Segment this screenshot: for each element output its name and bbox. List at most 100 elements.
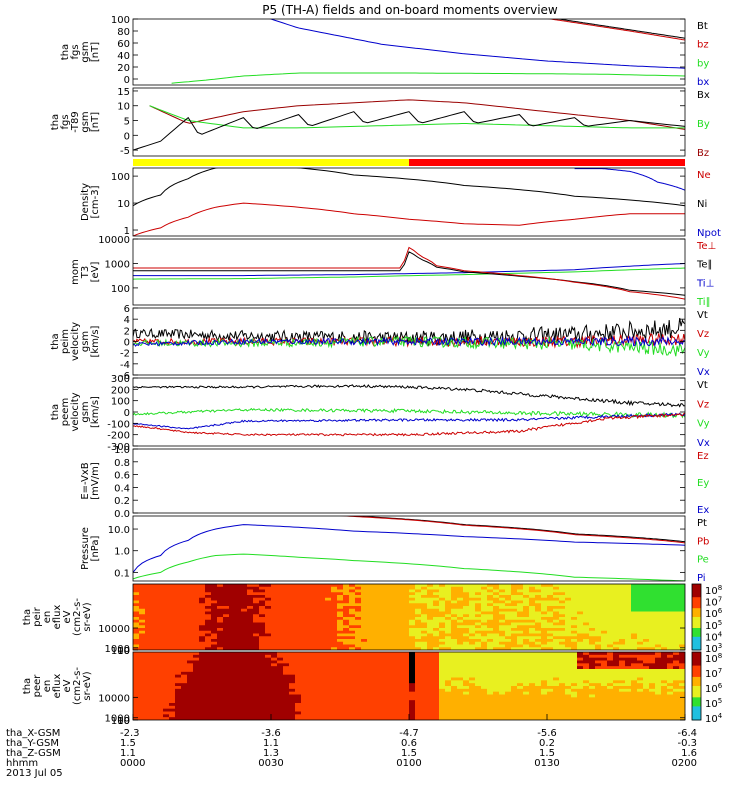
spectrogram-cell [235,625,242,629]
spectrogram-cell [169,700,176,704]
spectrogram-cell [349,592,356,596]
x-row-value: 1.6 [681,748,697,759]
spectrogram-cell [175,714,182,718]
spectrogram-cell [319,639,326,643]
y-tick-label: 80 [117,27,130,38]
spectrogram-cell [133,703,140,707]
spectrogram-cell [259,708,266,713]
spectrogram-cell [307,619,314,624]
spectrogram-cell [643,630,650,635]
spectrogram-cell [355,630,362,635]
legend-by: by [697,58,709,69]
spectrogram-cell [499,694,506,698]
spectrogram-cell [349,686,356,690]
spectrogram-cell [559,663,566,667]
spectrogram-cell [145,669,152,673]
spectrogram-cell [349,708,356,713]
spectrogram-cell [535,611,542,615]
spectrogram-cell [289,669,296,673]
spectrogram-cell [253,600,260,604]
spectrogram-cell [505,660,512,664]
spectrogram-cell [199,622,206,626]
spectrogram-cell [247,666,254,670]
spectrogram-cell [607,608,614,613]
spectrogram-cell [331,589,338,593]
spectrogram-cell [319,703,326,707]
spectrogram-cell [421,625,428,629]
spectrogram-cell [175,654,182,659]
spectrogram-cell [427,691,434,696]
spectrogram-cell [439,652,446,656]
spectrogram-cell [355,589,362,593]
spectrogram-cell [343,677,350,681]
spectrogram-cell [523,660,530,664]
spectrogram-cell [565,584,572,588]
spectrogram-cell [511,625,518,629]
spectrogram-cell [415,705,422,710]
spectrogram-cell [535,697,542,701]
spectrogram-cell [415,633,422,637]
spectrogram-cell [301,603,308,607]
spectrogram-cell [343,657,350,662]
spectrogram-cell [151,683,158,687]
spectrogram-cell [613,597,620,602]
spectrogram-cell [283,636,290,640]
colorbar-cell [692,715,701,719]
spectrogram-cell [151,705,158,710]
spectrogram-cell [505,611,512,615]
spectrogram-cell [613,625,620,629]
spectrogram-cell [643,652,650,656]
spectrogram-cell [559,669,566,673]
spectrogram-cell [463,674,470,679]
spectrogram-cell [427,652,434,656]
spectrogram-cell [325,686,332,690]
spectrogram-cell [247,589,254,593]
spectrogram-cell [145,622,152,626]
spectrogram-cell [253,717,260,720]
spectrogram-cell [259,674,266,679]
spectrogram-cell [535,657,542,662]
spectrogram-cell [535,586,542,591]
spectrogram-cell [577,677,584,681]
spectrogram-cell [211,674,218,679]
spectrogram-cell [247,584,254,588]
spectrogram-cell [277,633,284,637]
spectrogram-cell [595,606,602,610]
spectrogram-cell [247,630,254,635]
spectrogram-cell [193,606,200,610]
spectrogram-cell [571,600,578,604]
spectrogram-cell [565,608,572,613]
spectrogram-cell [487,644,494,648]
spectrogram-cell [331,674,338,679]
spectrogram-cell [157,600,164,604]
spectrogram-cell [565,625,572,629]
spectrogram-cell [169,617,176,621]
spectrogram-cell [427,700,434,704]
spectrogram-cell [415,688,422,693]
spectrogram-cell [457,600,464,604]
spectrogram-cell [517,619,524,624]
spectrogram-cell [301,680,308,684]
spectrogram-cell [289,584,296,588]
spectrogram-cell [205,708,212,713]
spectrogram-cell [553,697,560,701]
x-row-value: 0.6 [401,738,417,749]
spectrogram-cell [307,691,314,696]
spectrogram-cell [187,606,194,610]
spectrogram-cell [319,683,326,687]
spectrogram-cell [559,628,566,632]
spectrogram-cell [337,639,344,643]
y-tick-label: 0.4 [114,483,130,494]
spectrogram-cell [283,700,290,704]
spectrogram-cell [175,603,182,607]
spectrogram-cell [199,614,206,618]
spectrogram-cell [619,694,626,698]
spectrogram-cell [385,663,392,667]
spectrogram-cell [439,619,446,624]
spectrogram-cell [187,630,194,635]
spectrogram-cell [301,630,308,635]
spectrogram-cell [469,714,476,718]
spectrogram-cell [373,614,380,618]
spectrogram-cell [517,625,524,629]
